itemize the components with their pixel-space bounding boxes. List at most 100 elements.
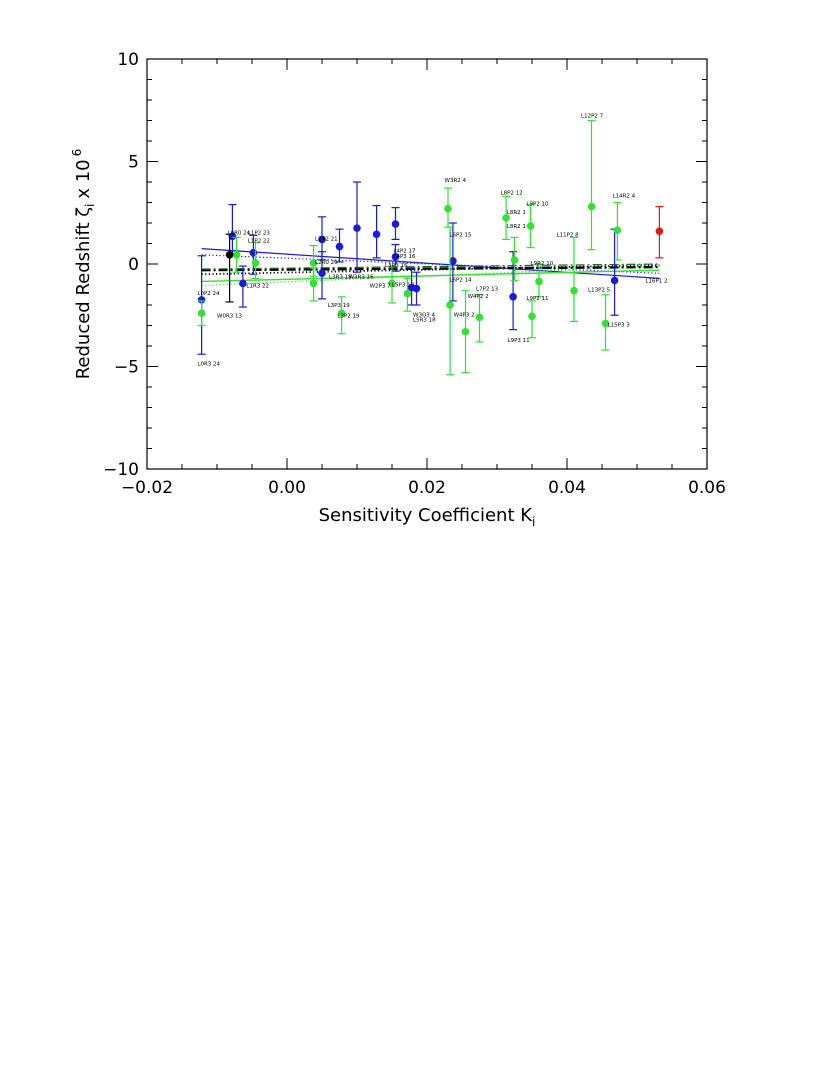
blue-marker [372, 230, 381, 239]
darkgreen-dashdot-fit [201, 263, 660, 270]
x-axis-title: Sensitivity Coefficient Ki [319, 505, 536, 529]
point-label: L1R3 22 [246, 284, 269, 290]
point-label: L6P2 15 [449, 232, 472, 238]
point-label: L12P2 7 [581, 113, 604, 119]
point-label: W2P3 7 [370, 284, 392, 290]
point-label: L9P2 10 [526, 202, 549, 208]
y-tick-label: 5 [128, 153, 139, 173]
point-label: L3P3 19 [328, 303, 351, 309]
fit-lines [201, 248, 660, 287]
x-axis-title-text: Sensitivity Coefficient K [319, 505, 534, 526]
blue-data-point [318, 251, 326, 300]
green-marker [403, 289, 412, 298]
point-label: L5R3 18 [413, 317, 436, 323]
green-solid-fit [201, 269, 660, 283]
green-data-point [337, 296, 346, 335]
blue-data-point [318, 216, 326, 261]
point-label: L9P2 11 [526, 296, 548, 302]
point-label: L14R2 4 [613, 193, 636, 199]
green-data-point [528, 300, 536, 339]
point-label: L4P3 16 [393, 254, 416, 260]
point-label: L3R3 19 [329, 274, 352, 280]
x-axis-title-subscript: i [532, 515, 535, 529]
green-marker [526, 222, 535, 230]
blue-data-point [391, 243, 400, 272]
point-label: L13P2 5 [588, 288, 611, 294]
y-axis-title-exponent: 6 [70, 149, 84, 157]
green-data-point [446, 226, 455, 376]
point-label: L8P2 12 [501, 190, 523, 196]
blue-marker [353, 224, 361, 232]
blue-marker [391, 220, 400, 228]
point-label: L2R2 21 [315, 236, 338, 242]
point-label: L0P2 24 [197, 291, 220, 297]
blue-marker [197, 296, 206, 304]
green-marker [535, 277, 543, 286]
point-label: L8R2 1 [507, 224, 526, 230]
y-tick-label: −10 [103, 460, 139, 480]
blue-marker [391, 253, 400, 261]
green-data-point [535, 263, 543, 298]
red-data-point [655, 206, 664, 259]
tick-labels: −0.02 0.00 0.02 0.04 0.06 10 5 0 −5 −10 [103, 50, 726, 498]
green-marker [444, 204, 452, 213]
black-dotted-fit [201, 264, 660, 276]
blue-solid-fit [201, 248, 660, 279]
blue-marker [412, 284, 421, 293]
point-label: L9P3 11 [508, 338, 530, 344]
point-label: W3R2 4 [445, 178, 467, 184]
green-marker [446, 301, 454, 309]
point-label: L9R2 10 [531, 261, 554, 267]
point-label: W3R3 16 [349, 274, 375, 280]
data-points [197, 119, 664, 376]
blue-marker [335, 242, 344, 251]
green-data-point [475, 294, 484, 343]
black-data-point [225, 233, 234, 303]
green-marker [251, 259, 260, 267]
green-marker [510, 256, 519, 264]
green-dotted-fit [201, 265, 660, 287]
green-marker [475, 313, 484, 322]
x-tick-label: 0.04 [548, 478, 586, 498]
y-axis-title: Reduced Redshift ζi x 10 6 [70, 149, 97, 380]
y-axis-title-suffix: x 10 [73, 159, 94, 198]
point-label: W3O3 4 [413, 312, 436, 318]
green-data-point [232, 236, 241, 273]
blue-dotted-fit [201, 254, 660, 274]
black-dashdot-fit [201, 265, 660, 272]
x-tick-label: 0.06 [688, 478, 726, 498]
x-tick-label: 0.00 [268, 478, 306, 498]
point-label: L3P2 19 [337, 313, 360, 319]
green-data-point [526, 203, 535, 249]
blue-data-point [335, 228, 344, 263]
green-data-point [197, 300, 206, 327]
green-marker [388, 279, 396, 288]
green-marker [309, 259, 318, 267]
green-marker [461, 327, 470, 336]
blue-marker [239, 279, 247, 288]
y-tick-label: 10 [117, 50, 139, 70]
point-label: L4P2 17 [393, 249, 416, 255]
green-data-point [601, 294, 610, 351]
point-label: L0R0 24 [228, 230, 251, 236]
point-label: L11P2 8 [557, 232, 580, 238]
black-marker [225, 250, 234, 259]
green-marker [528, 312, 536, 321]
point-label: L1P2 23 [248, 230, 271, 236]
blue-marker [318, 235, 326, 244]
green-marker [613, 226, 622, 234]
green-data-point [251, 241, 260, 279]
blue-marker [449, 257, 457, 265]
y-axis-title-subscript: i [83, 204, 97, 207]
green-data-point [461, 290, 470, 374]
blue-data-point [249, 234, 258, 275]
blue-data-point [412, 271, 421, 306]
y-tick-label: −5 [114, 358, 139, 378]
point-label: L5P3 18 [392, 283, 415, 289]
axis-ticks [146, 58, 708, 470]
green-marker [337, 309, 346, 318]
point-label: L16P1 2 [645, 278, 667, 284]
green-data-point [444, 187, 452, 228]
